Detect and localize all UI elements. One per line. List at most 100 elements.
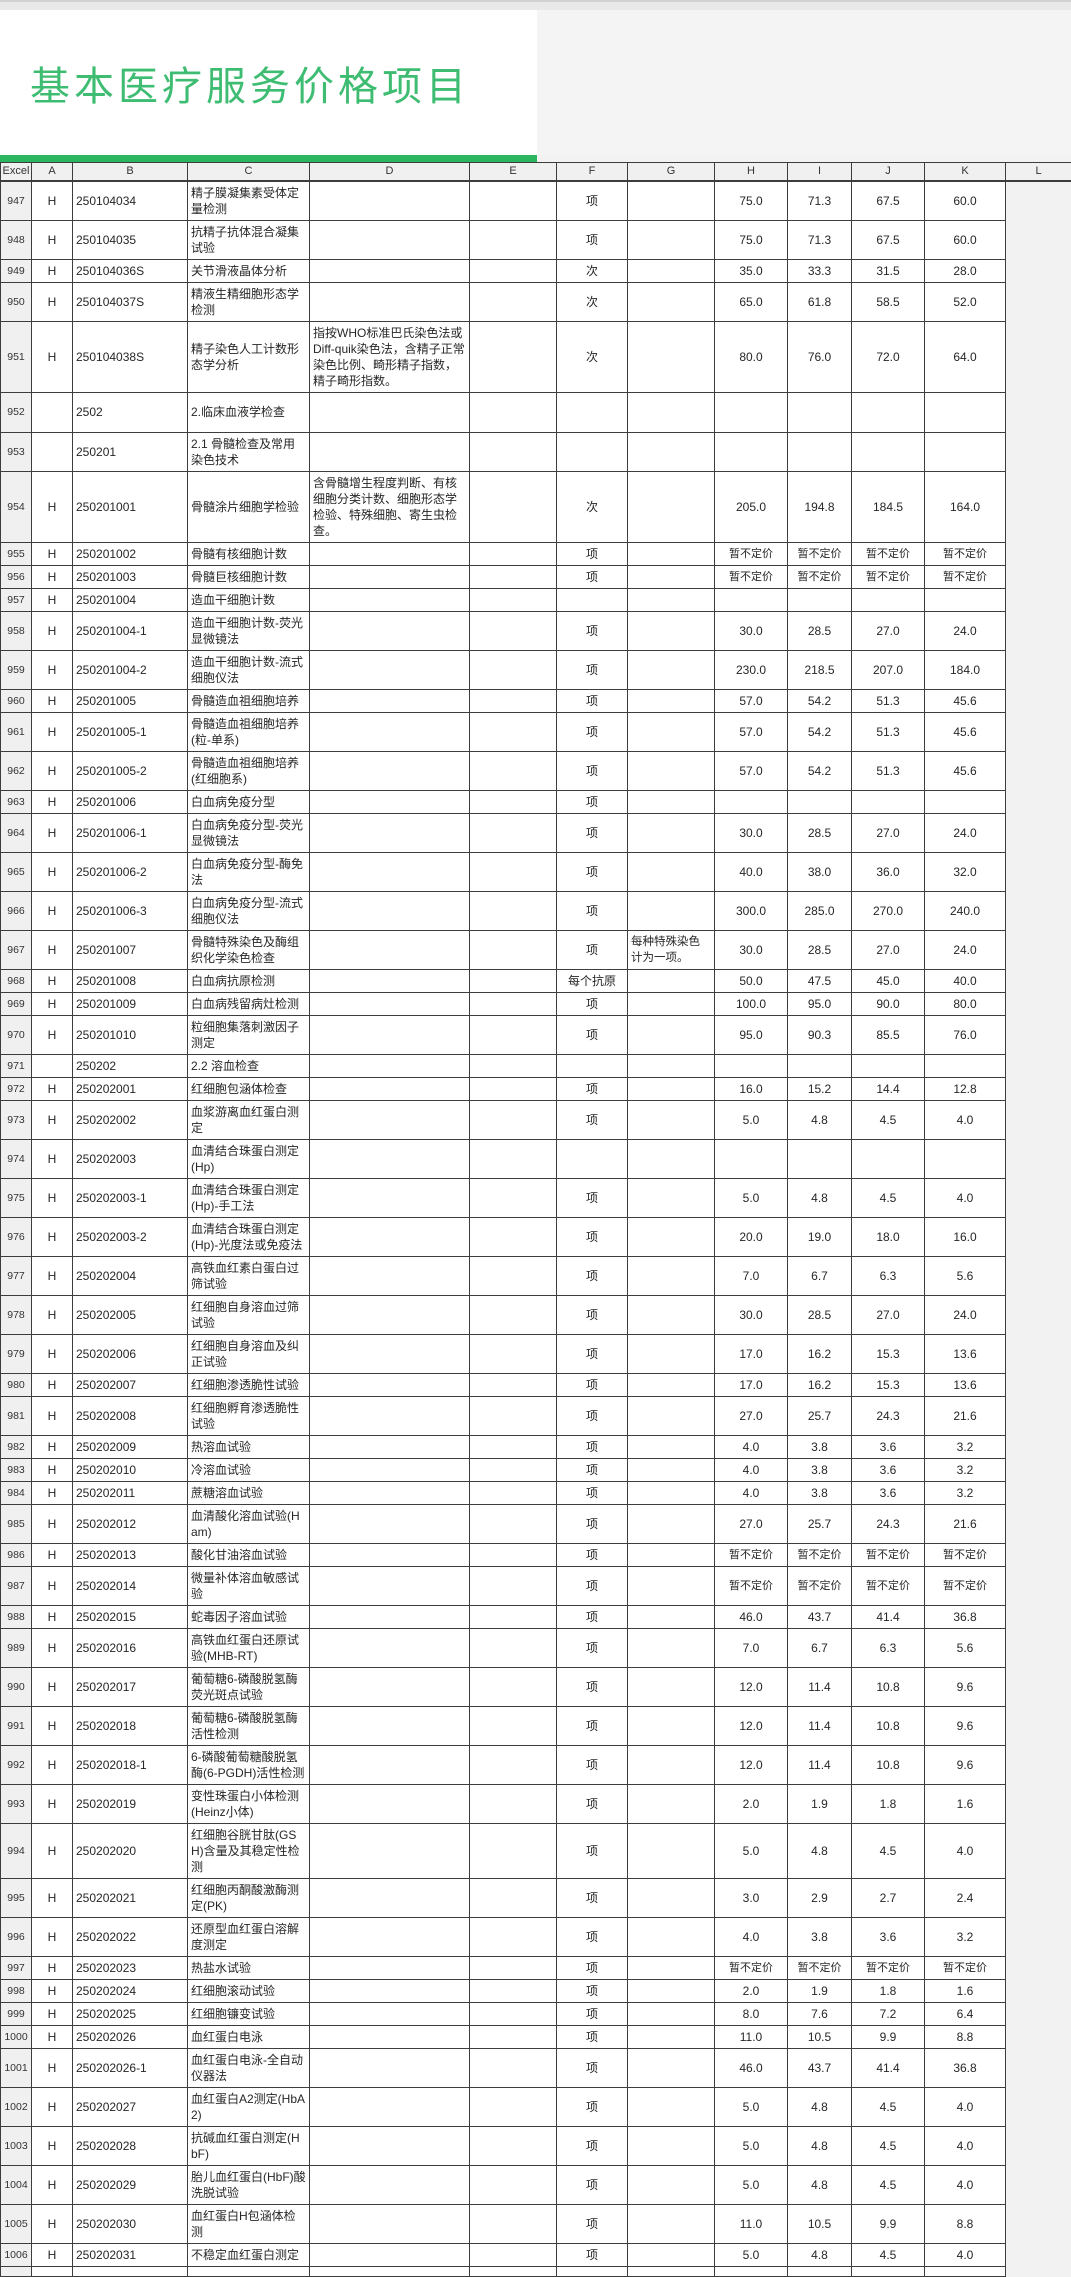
cell-b: 250202016 [73, 1628, 188, 1667]
row-number-cell: 948 [1, 220, 32, 259]
cell-h: 46.0 [715, 2048, 788, 2087]
cell-j: 27.0 [852, 813, 925, 852]
cell-i: 218.5 [788, 650, 852, 689]
cell-e [470, 2204, 557, 2243]
cell-d [310, 1458, 470, 1481]
cell-h: 4.0 [715, 1435, 788, 1458]
cell-f: 项 [557, 1458, 628, 1481]
row-number-cell: 988 [1, 1605, 32, 1628]
cell-d [310, 1100, 470, 1139]
cell-a: H [32, 1178, 73, 1217]
cell-f: 项 [557, 813, 628, 852]
cell-f: 每个抗原 [557, 969, 628, 992]
cell-j: 270.0 [852, 891, 925, 930]
cell-g [628, 2165, 715, 2204]
cell-g [628, 2126, 715, 2165]
cell-h: 300.0 [715, 891, 788, 930]
cell-b: 250201006-2 [73, 852, 188, 891]
cell-b: 250202031 [73, 2243, 188, 2266]
cell-g [628, 992, 715, 1015]
row-number-cell: 960 [1, 689, 32, 712]
cell-c: 血红蛋白A2测定(HbA2) [188, 2087, 310, 2126]
cell-l [1006, 1917, 1071, 1956]
cell-a: H [32, 891, 73, 930]
cell-f: 项 [557, 1295, 628, 1334]
row-number-cell: 987 [1, 1566, 32, 1605]
cell-g [628, 1956, 715, 1979]
cell-e [470, 1373, 557, 1396]
column-header-c: C [188, 163, 310, 181]
cell-a: H [32, 565, 73, 588]
cell-l [1006, 542, 1071, 565]
cell-d [310, 852, 470, 891]
cell-k: 16.0 [925, 1217, 1006, 1256]
cell-i: 4.8 [788, 1178, 852, 1217]
cell-f: 项 [557, 2204, 628, 2243]
cell-l [1006, 565, 1071, 588]
cell-f: 项 [557, 1100, 628, 1139]
cell-j: 4.5 [852, 2087, 925, 2126]
cell-f: 项 [557, 1543, 628, 1566]
cell-e [470, 1178, 557, 1217]
cell-c: 白血病残留病灶检测 [188, 992, 310, 1015]
cell-b: 250104034 [73, 181, 188, 221]
cell-a: H [32, 2025, 73, 2048]
cell-d [310, 220, 470, 259]
cell-a: H [32, 689, 73, 712]
cell-c: 不稳定血红蛋白测定 [188, 2243, 310, 2266]
cell-i: 暂不定价 [788, 1566, 852, 1605]
cell-d [310, 1823, 470, 1878]
cell-g [628, 282, 715, 321]
cell-l [1006, 321, 1071, 392]
cell-g [628, 1256, 715, 1295]
cell-h: 20.0 [715, 1217, 788, 1256]
column-header-a: A [32, 163, 73, 181]
cell-f: 次 [557, 282, 628, 321]
cell-b: 250202002 [73, 1100, 188, 1139]
cell-h: 80.0 [715, 321, 788, 392]
cell-a: H [32, 611, 73, 650]
cell-h: 5.0 [715, 1100, 788, 1139]
cell-e [470, 2048, 557, 2087]
row-number-cell: 951 [1, 321, 32, 392]
cell-f: 项 [557, 2048, 628, 2087]
cell-c: 红细胞丙酮酸激酶测定(PK) [188, 1878, 310, 1917]
cell-h: 50.0 [715, 969, 788, 992]
cell-c: 骨髓造血祖细胞培养(粒-单系) [188, 712, 310, 751]
cell-d [310, 1917, 470, 1956]
cell-c: 冷溶血试验 [188, 1458, 310, 1481]
cell-b: 250202025 [73, 2002, 188, 2025]
cell-j: 10.8 [852, 1706, 925, 1745]
cell-e [470, 689, 557, 712]
cell-l [1006, 1784, 1071, 1823]
cell-e [470, 471, 557, 542]
cell-b: 250201001 [73, 471, 188, 542]
cell-i: 4.8 [788, 2165, 852, 2204]
cell-k: 164.0 [925, 471, 1006, 542]
cell-g [628, 432, 715, 471]
cell-f: 项 [557, 1878, 628, 1917]
cell-c: 精液生精细胞形态学检测 [188, 282, 310, 321]
cell-f: 项 [557, 2243, 628, 2266]
row-number-cell: 1004 [1, 2165, 32, 2204]
cell-c: 红细胞自身溶血过筛试验 [188, 1295, 310, 1334]
cell-e [470, 2126, 557, 2165]
cell-g: 每种特殊染色计为一项。 [628, 930, 715, 969]
cell-a: H [32, 790, 73, 813]
cell-a: H [32, 1217, 73, 1256]
cell-g [628, 181, 715, 221]
cell-f: 项 [557, 790, 628, 813]
cell-h: 8.0 [715, 2002, 788, 2025]
cell-b: 250201006-1 [73, 813, 188, 852]
row-number-cell: 974 [1, 1139, 32, 1178]
cell-e [470, 2087, 557, 2126]
